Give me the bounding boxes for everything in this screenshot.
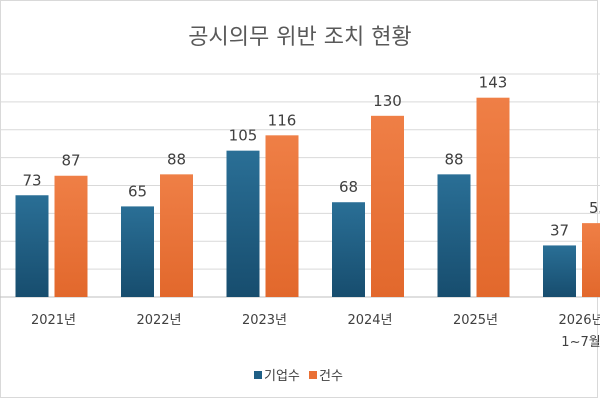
bar-case-count [265, 135, 299, 297]
bars [15, 97, 600, 297]
x-tick-label: 2021년 [31, 313, 76, 328]
bar-company-count [543, 245, 576, 297]
bar-case-count [582, 223, 600, 297]
data-label-case-count: 87 [61, 152, 80, 170]
bar-company-count [121, 206, 154, 297]
legend: 기업수 건수 [254, 369, 343, 384]
bar-company-count [15, 195, 49, 297]
data-label-company-count: 88 [444, 150, 463, 168]
x-tick-label: 2024년 [347, 313, 392, 328]
x-tick-label: 2025년 [453, 313, 498, 328]
data-label-company-count: 105 [229, 127, 258, 145]
bar-case-count [476, 97, 510, 297]
gridlines [0, 73, 600, 298]
bar-case-count [371, 115, 404, 297]
x-axis-ticks: 2021년 2022년 2023년 2024년 2025년 2026년 1~7월 [31, 313, 600, 350]
data-label-company-count: 73 [22, 171, 41, 189]
data-label-company-count: 37 [550, 221, 569, 239]
data-label-case-count: 143 [479, 74, 508, 92]
x-tick-label: 2023년 [242, 313, 287, 328]
legend-swatch-company-count [254, 371, 262, 379]
data-label-case-count: 88 [167, 150, 186, 168]
bar-case-count [160, 174, 193, 297]
bar-company-count [437, 174, 471, 297]
data-labels: 73 87 65 88 105 116 68 130 88 143 37 53 [22, 74, 600, 240]
x-tick-label: 2026년 [558, 313, 600, 328]
legend-label-company-count: 기업수 [264, 369, 300, 384]
data-label-case-count: 130 [373, 92, 402, 110]
legend-label-case-count: 건수 [319, 369, 343, 384]
x-tick-label: 2022년 [136, 313, 181, 328]
data-label-company-count: 65 [128, 182, 147, 200]
data-label-case-count: 53 [589, 199, 600, 217]
x-tick-label: 1~7월 [561, 335, 600, 350]
bar-company-count [226, 150, 260, 297]
bar-case-count [54, 175, 88, 297]
bar-company-count [332, 202, 365, 297]
legend-swatch-case-count [309, 371, 317, 379]
data-label-case-count: 116 [268, 111, 297, 129]
chart-title: 공시의무 위반 조치 현황 [188, 25, 411, 50]
data-label-company-count: 68 [339, 178, 358, 196]
